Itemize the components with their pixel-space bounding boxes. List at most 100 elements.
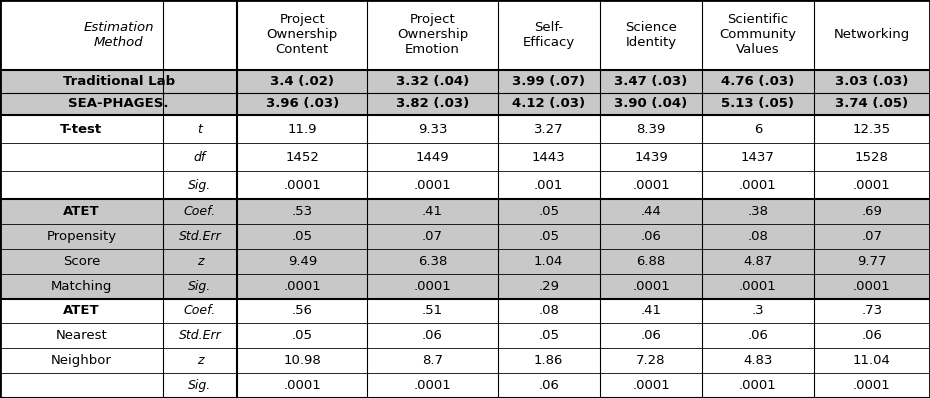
Text: 8.7: 8.7 — [422, 354, 443, 367]
Text: 1.86: 1.86 — [534, 354, 564, 367]
Text: ATET: ATET — [63, 205, 100, 218]
Text: z: z — [197, 255, 203, 268]
Text: .05: .05 — [538, 230, 559, 243]
Text: 4.12 (.03): 4.12 (.03) — [512, 98, 585, 111]
Text: .38: .38 — [748, 205, 768, 218]
Text: Neighbor: Neighbor — [51, 354, 112, 367]
Text: 4.76 (.03): 4.76 (.03) — [722, 74, 794, 88]
Text: 5.13 (.05): 5.13 (.05) — [722, 98, 794, 111]
Text: .0001: .0001 — [284, 379, 321, 392]
Text: 3.99 (.07): 3.99 (.07) — [512, 74, 585, 88]
Text: 7.28: 7.28 — [636, 354, 666, 367]
Text: .0001: .0001 — [632, 379, 670, 392]
Text: .0001: .0001 — [853, 179, 891, 191]
Text: ATET: ATET — [63, 304, 100, 318]
Text: Self-
Efficacy: Self- Efficacy — [523, 21, 575, 49]
Text: 4.87: 4.87 — [743, 255, 773, 268]
Text: t: t — [197, 123, 203, 136]
Text: .0001: .0001 — [853, 379, 891, 392]
Bar — [0, 115, 930, 199]
Text: 6.88: 6.88 — [636, 255, 666, 268]
Text: .29: .29 — [538, 279, 559, 293]
Text: Coef.: Coef. — [184, 205, 216, 218]
Text: z: z — [197, 354, 203, 367]
Text: .0001: .0001 — [414, 279, 451, 293]
Text: 8.39: 8.39 — [636, 123, 666, 136]
Text: 3.4 (.02): 3.4 (.02) — [271, 74, 334, 88]
Text: Sig.: Sig. — [188, 279, 211, 293]
Text: .06: .06 — [422, 329, 443, 342]
Text: .07: .07 — [861, 230, 883, 243]
Text: Science
Identity: Science Identity — [625, 21, 677, 49]
Text: .0001: .0001 — [853, 279, 891, 293]
Text: Std.Err: Std.Err — [179, 329, 221, 342]
Text: df: df — [193, 151, 206, 164]
Text: Project
Ownership
Content: Project Ownership Content — [267, 13, 338, 57]
Text: Score: Score — [62, 255, 100, 268]
Text: 1.04: 1.04 — [534, 255, 564, 268]
Text: Networking: Networking — [834, 28, 910, 41]
Text: 3.96 (.03): 3.96 (.03) — [266, 98, 339, 111]
Text: .06: .06 — [861, 329, 883, 342]
Text: T-test: T-test — [60, 123, 102, 136]
Text: .08: .08 — [538, 304, 559, 318]
Text: 3.90 (.04): 3.90 (.04) — [615, 98, 687, 111]
Text: .44: .44 — [641, 205, 661, 218]
Text: .06: .06 — [641, 329, 661, 342]
Text: Std.Err: Std.Err — [179, 230, 221, 243]
Text: 10.98: 10.98 — [284, 354, 321, 367]
Text: Sig.: Sig. — [188, 379, 211, 392]
Text: Scientific
Community
Values: Scientific Community Values — [720, 13, 796, 57]
Text: Nearest: Nearest — [56, 329, 107, 342]
Bar — [0, 70, 930, 115]
Text: Estimation
Method: Estimation Method — [84, 21, 153, 49]
Text: 9.77: 9.77 — [857, 255, 886, 268]
Text: 1449: 1449 — [416, 151, 449, 164]
Text: 9.49: 9.49 — [287, 255, 317, 268]
Text: 9.33: 9.33 — [418, 123, 447, 136]
Text: Sig.: Sig. — [188, 179, 211, 191]
Text: .001: .001 — [534, 179, 564, 191]
Text: .0001: .0001 — [284, 179, 321, 191]
Text: 3.82 (.03): 3.82 (.03) — [396, 98, 469, 111]
Text: 3.27: 3.27 — [534, 123, 564, 136]
Text: 3.74 (.05): 3.74 (.05) — [835, 98, 909, 111]
Text: .0001: .0001 — [414, 179, 451, 191]
Text: 1528: 1528 — [855, 151, 889, 164]
Text: Matching: Matching — [51, 279, 112, 293]
Text: .41: .41 — [422, 205, 443, 218]
Text: 3.32 (.04): 3.32 (.04) — [396, 74, 469, 88]
Text: 11.9: 11.9 — [287, 123, 317, 136]
Text: .69: .69 — [861, 205, 883, 218]
Text: .51: .51 — [422, 304, 443, 318]
Bar — [0, 298, 930, 398]
Text: .0001: .0001 — [739, 379, 777, 392]
Text: .0001: .0001 — [632, 179, 670, 191]
Text: .05: .05 — [538, 205, 559, 218]
Text: .0001: .0001 — [632, 279, 670, 293]
Text: 1452: 1452 — [286, 151, 319, 164]
Text: .08: .08 — [748, 230, 768, 243]
Text: .0001: .0001 — [284, 279, 321, 293]
Text: 11.04: 11.04 — [853, 354, 891, 367]
Text: 1437: 1437 — [741, 151, 775, 164]
Text: .0001: .0001 — [414, 379, 451, 392]
Text: 6: 6 — [753, 123, 763, 136]
Text: .06: .06 — [538, 379, 559, 392]
Text: Project
Ownership
Emotion: Project Ownership Emotion — [397, 13, 468, 57]
Text: .53: .53 — [292, 205, 312, 218]
Text: Traditional Lab: Traditional Lab — [62, 74, 175, 88]
Text: 1443: 1443 — [532, 151, 565, 164]
Text: 4.83: 4.83 — [743, 354, 773, 367]
Text: 3.47 (.03): 3.47 (.03) — [615, 74, 687, 88]
Text: .06: .06 — [641, 230, 661, 243]
Text: .06: .06 — [748, 329, 768, 342]
Text: .3: .3 — [751, 304, 764, 318]
Text: .0001: .0001 — [739, 279, 777, 293]
Text: SEA-PHAGES.: SEA-PHAGES. — [68, 98, 169, 111]
Text: .41: .41 — [641, 304, 661, 318]
Text: Propensity: Propensity — [46, 230, 116, 243]
Text: 6.38: 6.38 — [418, 255, 447, 268]
Text: 12.35: 12.35 — [853, 123, 891, 136]
Text: .05: .05 — [538, 329, 559, 342]
